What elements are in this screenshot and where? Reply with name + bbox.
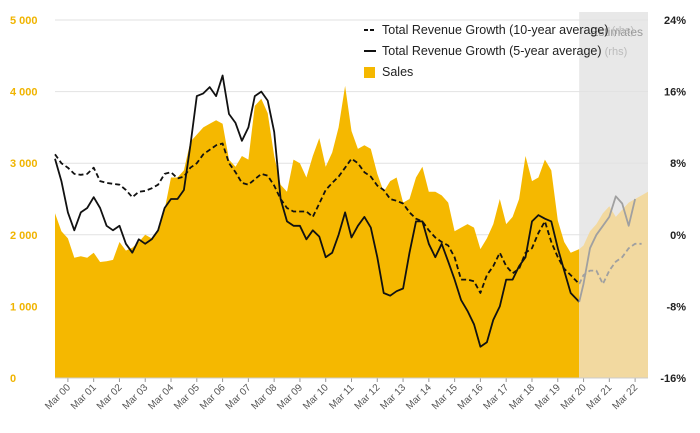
legend-label-main: Sales	[382, 65, 413, 79]
x-tick-label: Mar 05	[172, 382, 202, 412]
right-axis-tick-label: 16%	[664, 87, 686, 99]
x-tick-label: Mar 21	[585, 382, 615, 412]
x-tick-label: Mar 00	[43, 382, 73, 412]
x-tick-label: Mar 19	[533, 382, 563, 412]
left-axis-tick-label: 3 000	[10, 158, 38, 170]
x-tick-label: Mar 12	[353, 382, 383, 412]
right-axis-tick-label: 8%	[670, 158, 686, 170]
x-tick-label: Mar 01	[69, 382, 99, 412]
legend-label: Sales	[382, 65, 413, 79]
right-axis-tick-label: -16%	[660, 373, 686, 385]
legend-label-main: Total Revenue Growth (10-year average)	[382, 23, 609, 37]
x-tick-label: Mar 13	[378, 382, 408, 412]
legend-item: Total Revenue Growth (10-year average) (…	[364, 23, 634, 37]
sales-estimate-area	[579, 191, 648, 378]
legend-item: Total Revenue Growth (5-year average) (r…	[364, 44, 627, 58]
x-tick-label: Mar 14	[404, 382, 434, 412]
left-axis-tick-label: 5 000	[10, 15, 38, 27]
x-tick-label: Mar 22	[610, 382, 640, 412]
x-tick-label: Mar 04	[146, 382, 176, 412]
left-axis-tick-label: 2 000	[10, 230, 38, 242]
x-tick-label: Mar 06	[198, 382, 228, 412]
left-axis-tick-label: 4 000	[10, 87, 38, 99]
x-tick-label: Mar 02	[95, 382, 125, 412]
legend-label: Total Revenue Growth (5-year average) (r…	[382, 44, 627, 58]
legend-label-main: Total Revenue Growth (5-year average)	[382, 44, 602, 58]
left-axis-tick-label: 0	[10, 373, 16, 385]
x-tick-label: Mar 11	[327, 382, 357, 412]
x-tick-label: Mar 16	[456, 382, 486, 412]
legend-label-suffix: (rhs)	[602, 46, 628, 58]
legend-label-suffix: (rhs)	[609, 25, 635, 37]
x-tick-label: Mar 09	[275, 382, 305, 412]
right-axis-tick-label: 24%	[664, 15, 686, 27]
x-tick-label: Mar 07	[224, 382, 254, 412]
left-axis-tick-label: 1 000	[10, 301, 38, 313]
x-tick-label: Mar 15	[430, 382, 460, 412]
x-tick-label: Mar 17	[482, 382, 512, 412]
legend-swatch-sales	[364, 67, 375, 78]
sales-area	[55, 85, 580, 379]
right-axis-tick-label: 0%	[670, 230, 686, 242]
x-tick-label: Mar 08	[249, 382, 279, 412]
revenue-growth-5y-estimate-line	[578, 195, 636, 303]
x-tick-label: Mar 10	[301, 382, 331, 412]
legend-label: Total Revenue Growth (10-year average) (…	[382, 23, 634, 37]
legend-item: Sales	[364, 65, 413, 79]
right-axis-tick-label: -8%	[666, 301, 686, 313]
x-tick-label: Mar 03	[121, 382, 151, 412]
x-tick-label: Mar 20	[559, 382, 589, 412]
estimates-label: Estimates	[590, 25, 643, 39]
x-tick-label: Mar 18	[507, 382, 537, 412]
revenue-growth-5y-line	[54, 74, 580, 348]
revenue-growth-10y-line	[54, 142, 580, 294]
